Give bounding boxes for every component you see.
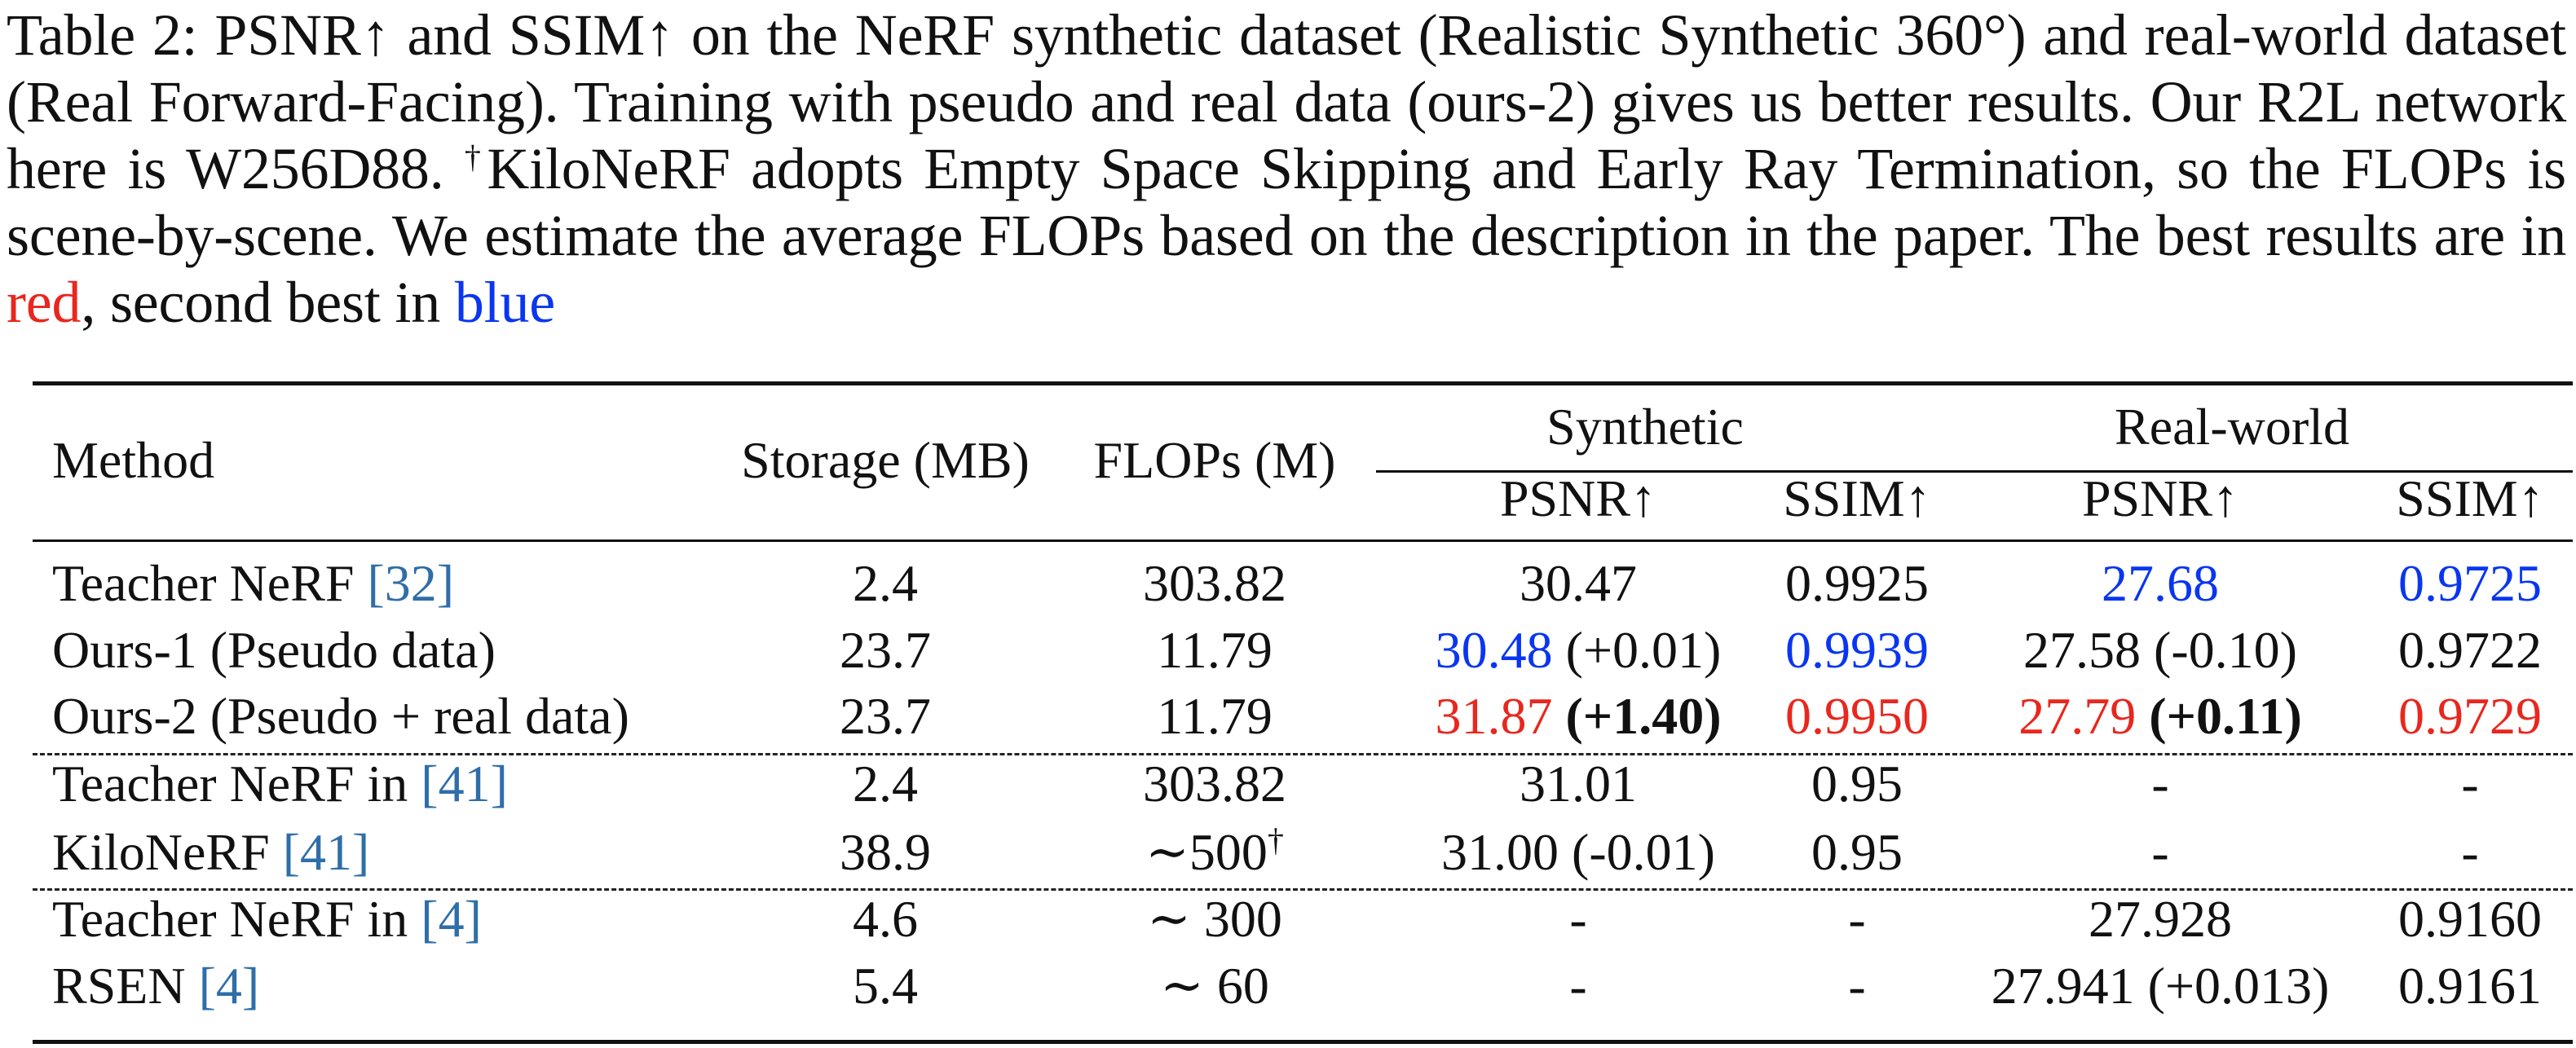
cell-real-ssim: - xyxy=(2461,823,2479,881)
header-realworld: Real-world xyxy=(2115,398,2349,456)
cell-flops: 11.79 xyxy=(1157,687,1273,745)
cell-real-ssim: 0.9161 xyxy=(2398,957,2542,1015)
cell-flops: ∼ 300 xyxy=(1147,890,1282,948)
citation-link[interactable]: [41] xyxy=(282,823,370,881)
citation-link[interactable]: [41] xyxy=(421,755,508,812)
cell-syn-ssim: 0.9925 xyxy=(1785,554,1929,612)
cell-syn-psnr: 30.48 (+0.01) xyxy=(1435,621,1722,679)
citation-link[interactable]: [4] xyxy=(421,890,482,948)
dashed-separator-1 xyxy=(33,753,2573,755)
table-row-method: Ours-1 (Pseudo data) xyxy=(52,621,496,679)
header-synthetic: Synthetic xyxy=(1546,398,1744,456)
cell-syn-ssim: 0.95 xyxy=(1811,823,1903,881)
caption-part2: KiloNeRF adopts Empty Space Skipping and… xyxy=(7,136,2566,268)
cell-syn-ssim: 0.9950 xyxy=(1785,687,1929,745)
top-rule xyxy=(33,381,2573,385)
cell-real-psnr: 27.941 (+0.013) xyxy=(1991,957,2330,1015)
cell-real-psnr: 27.928 xyxy=(2089,890,2232,948)
cell-real-ssim: 0.9729 xyxy=(2398,687,2542,745)
cell-real-psnr: - xyxy=(2151,823,2169,881)
table-row-method: Ours-2 (Pseudo + real data) xyxy=(52,687,629,745)
table-row-method: Teacher NeRF [32] xyxy=(52,554,455,612)
cell-real-psnr: 27.79 (+0.11) xyxy=(2018,687,2302,745)
cell-syn-psnr: 31.87 (+1.40) xyxy=(1435,687,1722,745)
cell-storage: 2.4 xyxy=(853,554,918,612)
cell-storage: 23.7 xyxy=(840,687,931,745)
header-flops: FLOPs (M) xyxy=(1093,431,1336,489)
header-storage: Storage (MB) xyxy=(741,431,1030,489)
caption-part3: , second best in xyxy=(81,270,455,335)
citation-link[interactable]: [4] xyxy=(198,957,260,1015)
cell-syn-ssim: 0.9939 xyxy=(1785,621,1929,679)
results-table: Method Storage (MB) FLOPs (M) Synthetic … xyxy=(33,381,2573,1046)
caption-part1: Table 2: PSNR↑ and SSIM↑ on the NeRF syn… xyxy=(7,2,2566,201)
cell-real-ssim: 0.9722 xyxy=(2398,621,2542,679)
cell-storage: 4.6 xyxy=(853,890,918,948)
cell-flops: 11.79 xyxy=(1157,621,1273,679)
table-caption: Table 2: PSNR↑ and SSIM↑ on the NeRF syn… xyxy=(7,2,2566,336)
header-real-psnr: PSNR↑ xyxy=(2081,469,2239,527)
caption-dagger: † xyxy=(464,139,487,175)
table-row-method: Teacher NeRF in [4] xyxy=(52,890,482,948)
header-real-ssim: SSIM↑ xyxy=(2396,469,2544,527)
cell-flops: 303.82 xyxy=(1143,554,1286,612)
cell-storage: 38.9 xyxy=(840,823,931,881)
cell-real-ssim: 0.9725 xyxy=(2398,554,2542,612)
table-row-method: RSEN [4] xyxy=(52,957,260,1015)
table-row-method: KiloNeRF [41] xyxy=(52,823,370,881)
cell-syn-psnr: 31.01 xyxy=(1520,755,1637,812)
cell-real-ssim: 0.9160 xyxy=(2398,890,2542,948)
cell-syn-psnr: 31.00 (-0.01) xyxy=(1441,823,1715,881)
group-rule xyxy=(1376,470,2573,473)
cell-syn-psnr: - xyxy=(1569,890,1587,948)
cell-syn-ssim: 0.95 xyxy=(1811,755,1903,812)
dashed-separator-2 xyxy=(33,888,2573,891)
cell-syn-ssim: - xyxy=(1848,890,1866,948)
cell-real-ssim: - xyxy=(2461,755,2479,812)
header-rule xyxy=(33,539,2573,542)
bottom-rule xyxy=(33,1040,2573,1044)
citation-link[interactable]: [32] xyxy=(367,554,455,612)
cell-flops: ∼500† xyxy=(1145,821,1284,881)
cell-flops: ∼ 60 xyxy=(1160,957,1269,1015)
table-row-method: Teacher NeRF in [41] xyxy=(52,755,508,812)
cell-storage: 2.4 xyxy=(853,755,918,812)
cell-flops: 303.82 xyxy=(1143,755,1286,812)
cell-syn-ssim: - xyxy=(1848,957,1866,1015)
cell-syn-psnr: 30.47 xyxy=(1520,554,1637,612)
header-method: Method xyxy=(52,431,215,489)
cell-real-psnr: 27.68 xyxy=(2102,554,2219,612)
cell-real-psnr: 27.58 (-0.10) xyxy=(2023,621,2297,679)
cell-storage: 23.7 xyxy=(840,621,931,679)
caption-red-word: red xyxy=(7,270,82,335)
header-syn-ssim: SSIM↑ xyxy=(1783,469,1931,527)
caption-blue-word: blue xyxy=(454,270,556,335)
cell-storage: 5.4 xyxy=(853,957,918,1015)
cell-syn-psnr: - xyxy=(1569,957,1587,1015)
cell-real-psnr: - xyxy=(2151,755,2169,812)
header-syn-psnr: PSNR↑ xyxy=(1499,469,1657,527)
